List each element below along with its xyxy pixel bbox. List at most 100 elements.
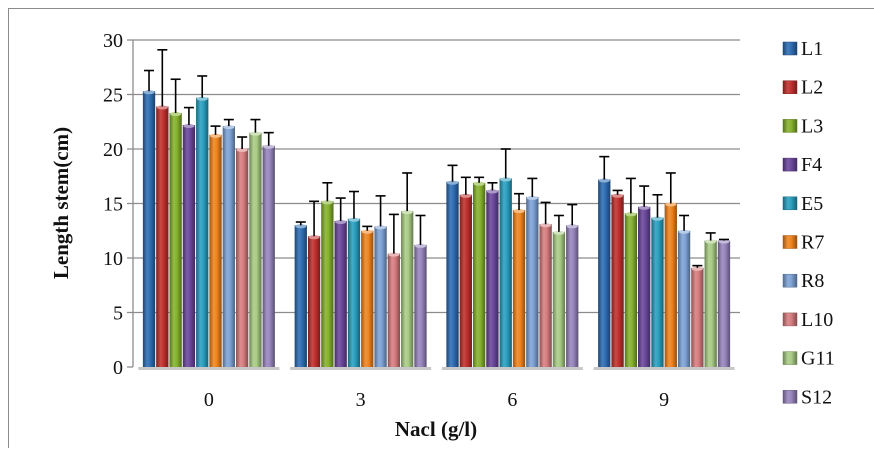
legend-swatch	[782, 157, 798, 172]
legend-item-R7[interactable]: R7	[782, 232, 824, 254]
bar-cap	[651, 216, 664, 221]
bar-cap	[513, 209, 525, 214]
legend-swatch	[782, 390, 798, 404]
legend-item-S12[interactable]: S12	[782, 386, 832, 408]
bar-cap	[401, 210, 413, 215]
legend-swatch	[782, 80, 798, 94]
bar-base-shadow	[593, 367, 735, 370]
legend-item-G11[interactable]: G11	[782, 348, 835, 370]
y-tick-label: 5	[113, 303, 123, 325]
x-tick-label: 3	[356, 389, 366, 411]
y-axis: 0 5 10 15 20 25 30	[103, 30, 134, 379]
bar-cap	[678, 229, 690, 234]
bar-cap	[196, 96, 208, 101]
bar-F4-9	[638, 206, 651, 367]
y-tick-label: 20	[103, 139, 123, 161]
legend-swatch	[782, 119, 798, 133]
error-bars	[144, 49, 729, 268]
bar-cap	[566, 224, 578, 229]
y-axis-title: Length stem(cm)	[49, 127, 73, 279]
x-axis: 0 3 6 9	[204, 389, 669, 411]
bar-cap	[388, 252, 400, 257]
bar-cap	[321, 200, 334, 205]
bar-L2-3	[307, 236, 321, 367]
bar-cap	[638, 205, 650, 210]
bar-base-shadow	[441, 367, 583, 370]
bar-base-shadow	[290, 367, 432, 370]
bar-cap	[553, 230, 565, 235]
legend-label: L3	[801, 115, 823, 137]
bar-F4-6	[486, 190, 499, 367]
bar-cap	[156, 105, 168, 110]
bar-R7-9	[664, 203, 677, 367]
bar-S12-0	[262, 145, 275, 367]
chart-frame	[8, 8, 874, 448]
bar-cap	[335, 219, 347, 224]
bar-L2-9	[611, 194, 624, 367]
bar-cap	[473, 181, 485, 186]
bar-cap	[691, 266, 704, 271]
legend-label: S12	[801, 386, 832, 408]
bar-cap	[460, 193, 472, 198]
legend-item-R8[interactable]: R8	[782, 270, 824, 292]
bar-cap	[446, 180, 459, 185]
bar-F4-3	[334, 220, 347, 367]
bar-cap	[183, 124, 195, 129]
bar-F4-0	[182, 125, 196, 368]
legend-label: G11	[801, 348, 835, 370]
bar-G11-0	[249, 132, 262, 367]
legend-item-F4[interactable]: F4	[782, 154, 822, 176]
x-axis-title: Nacl (g/l)	[395, 417, 477, 441]
bar-cap	[486, 189, 499, 194]
x-tick-label: 9	[659, 389, 669, 411]
bar-cap	[169, 112, 182, 117]
bar-L10-3	[387, 253, 401, 367]
bar-L1-0	[142, 91, 156, 367]
bar-R7-0	[209, 134, 222, 367]
x-tick-label: 6	[507, 389, 517, 411]
y-tick-label: 15	[103, 194, 123, 216]
bar-G11-6	[552, 231, 566, 367]
y-tick-label: 30	[103, 30, 123, 52]
bar-L10-9	[691, 267, 704, 367]
bar-cap	[665, 202, 677, 207]
legend-item-L10[interactable]: L10	[782, 309, 833, 331]
bar-cap	[295, 224, 307, 229]
bars	[138, 90, 735, 370]
legend-swatch	[782, 196, 798, 211]
legend-label: R7	[801, 232, 824, 254]
bar-cap	[598, 178, 610, 183]
bar-cap	[361, 229, 373, 234]
bar-cap	[223, 125, 235, 130]
bar-G11-3	[401, 211, 414, 367]
legend-item-L3[interactable]: L3	[782, 115, 823, 137]
legend-item-L1[interactable]: L1	[782, 38, 823, 60]
legend: L1 L2 L3 F4 E5 R7 R8 L10 G11 S12	[782, 38, 835, 408]
bar-R7-3	[361, 230, 374, 367]
bar-L3-3	[321, 201, 334, 367]
bar-cap	[308, 235, 320, 240]
x-tick-label: 0	[204, 389, 214, 411]
bar-cap	[611, 193, 624, 198]
bar-S12-6	[566, 225, 579, 367]
bar-cap	[236, 148, 248, 152]
bar-cap	[414, 243, 427, 248]
legend-item-E5[interactable]: E5	[782, 193, 823, 215]
bar-L2-0	[156, 106, 169, 368]
legend-label: E5	[801, 193, 823, 215]
bar-cap	[625, 212, 637, 217]
bar-L10-0	[235, 149, 249, 367]
bar-E5-9	[651, 217, 664, 367]
legend-item-L2[interactable]: L2	[782, 77, 823, 99]
bar-R8-3	[374, 226, 387, 367]
bar-E5-3	[347, 218, 361, 367]
bar-cap	[374, 225, 387, 230]
bar-L1-6	[446, 181, 459, 367]
bar-L10-6	[539, 224, 552, 367]
legend-swatch	[782, 351, 798, 365]
bar-L3-0	[169, 113, 182, 367]
bar-cap	[209, 133, 222, 138]
bar-L1-3	[294, 225, 307, 367]
bar-L1-9	[598, 179, 611, 367]
